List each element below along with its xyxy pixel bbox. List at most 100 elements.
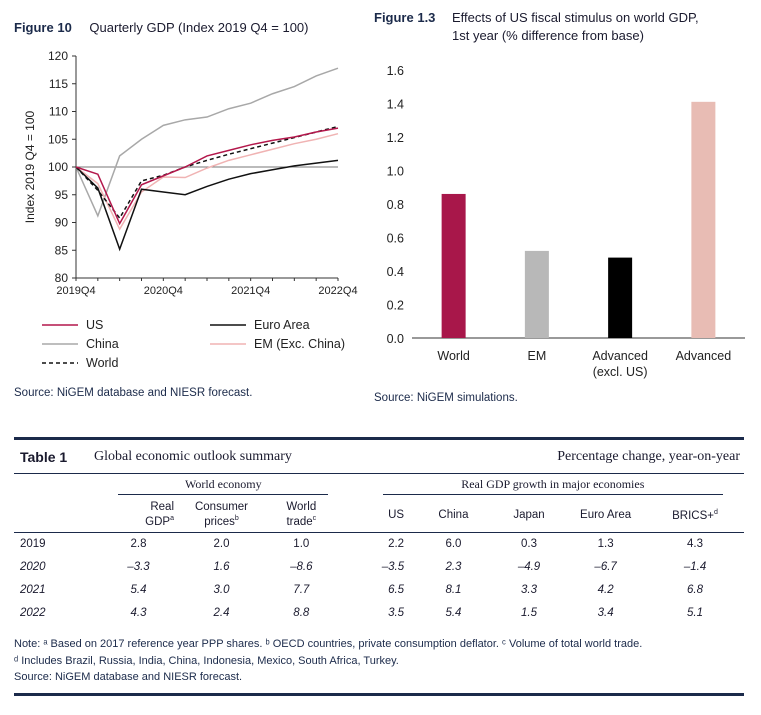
table-cell: 3.4 — [597, 607, 614, 619]
table-cell: 4.2 — [597, 584, 614, 596]
table-cell: 1.5 — [521, 607, 537, 619]
col-real-gdp: Real GDPa — [145, 501, 174, 529]
table-cell: 6.8 — [687, 584, 704, 596]
y-tick-label: 120 — [48, 49, 68, 63]
y-tick-label: 1.2 — [387, 131, 404, 145]
figure10-label: Figure 10 — [14, 20, 72, 35]
y-tick-label: 1.6 — [387, 64, 404, 78]
x-category-label: World — [437, 349, 469, 363]
table1-subtitle: Percentage change, year-on-year — [557, 449, 740, 464]
table-cell: 5.4 — [445, 607, 462, 619]
figure10-chart: 80 85 90 95 100 105 110 115 120 2019Q4 2020Q4 2021Q… — [23, 49, 358, 370]
table-cell: 7.7 — [293, 584, 310, 596]
table-row: 2020 –3.3 1.6 –8.6 –3.5 2.3 –4.9 –6.7 –1.4 — [14, 556, 744, 579]
table-cell: 1.3 — [597, 538, 614, 550]
series-line-china — [75, 67, 339, 218]
figure13-title-line2: 1st year (% difference from base) — [452, 28, 644, 43]
table1-title: Global economic outlook summary — [94, 449, 292, 464]
figure13-title-line1: Effects of US fiscal stimulus on world G… — [452, 10, 699, 25]
table-row: 2019 2.8 2.0 1.0 2.2 6.0 0.3 1.3 4.3 — [14, 532, 744, 556]
group-world-economy: World economy — [118, 477, 329, 495]
table-cell: 4.3 — [687, 538, 704, 550]
y-tick-label: 80 — [55, 271, 69, 285]
figure10-title: Figure 10 Quarterly GDP (Index 2019 Q4 =… — [14, 20, 309, 35]
table-cell: 6.5 — [388, 584, 405, 596]
table-cell: –4.9 — [517, 561, 541, 573]
x-category-label: Advanced — [592, 349, 648, 363]
y-tick-label: 0.2 — [387, 299, 404, 313]
table1: Table 1 Global economic outlook summary … — [14, 437, 744, 625]
group-real-gdp: Real GDP growth in major economies — [382, 477, 723, 495]
note-line-1: Note: ᵃ Based on 2017 reference year PPP… — [14, 638, 643, 650]
note-line-2: ᵈ Includes Brazil, Russia, India, China,… — [14, 654, 399, 667]
table-cell: 0.3 — [521, 538, 537, 550]
y-tick-label: 105 — [48, 132, 68, 146]
table-row-year: 2019 — [20, 538, 46, 550]
table-cell: 6.0 — [445, 538, 462, 550]
y-tick-label: 110 — [49, 105, 68, 119]
table-cell: 3.0 — [213, 584, 230, 596]
legend-label: Euro Area — [254, 318, 310, 332]
table-cell: 8.8 — [293, 607, 310, 619]
table-cell: 2.4 — [213, 607, 230, 619]
col-consumer-prices: Consumer pricesb — [194, 501, 249, 529]
x-tick-label: 2021Q4 — [231, 285, 270, 297]
table-row-year: 2021 — [20, 584, 46, 596]
series-line-em-exc-china- — [75, 132, 339, 231]
x-category-label: Advanced — [676, 349, 732, 363]
y-tick-label: 85 — [55, 243, 69, 257]
table1-bottom-rule — [14, 693, 744, 696]
table1-grid: World economy Real GDP growth in major e… — [14, 474, 744, 625]
table-cell: 2.8 — [130, 538, 147, 550]
y-tick-label: 95 — [55, 188, 69, 202]
y-tick-label: 0.0 — [387, 332, 404, 346]
y-tick-label: 115 — [49, 77, 68, 91]
table-cell: 1.6 — [213, 561, 230, 573]
col-euro-area: Euro Area — [580, 508, 632, 521]
table-row: 2021 5.4 3.0 7.7 6.5 8.1 3.3 4.2 6.8 — [14, 579, 744, 602]
x-tick-label: 2022Q4 — [318, 285, 357, 297]
figure13-label: Figure 1.3 — [374, 10, 436, 25]
col-china: China — [438, 508, 469, 521]
y-tick-label: 0.4 — [387, 265, 404, 279]
series-line-us — [75, 127, 339, 226]
x-tick-label: 2019Q4 — [56, 285, 95, 297]
legend-label: US — [86, 318, 103, 332]
legend-label: World — [86, 356, 118, 370]
y-axis-title: Index 2019 Q4 = 100 — [23, 110, 37, 223]
table-cell: 8.1 — [445, 584, 462, 596]
col-world-trade: World tradec — [286, 501, 317, 529]
col-us: US — [388, 508, 405, 521]
y-tick-label: 100 — [48, 160, 68, 174]
table-cell: 4.3 — [130, 607, 147, 619]
y-tick-label: 1.4 — [387, 98, 404, 112]
y-tick-label: 1.0 — [387, 165, 404, 179]
legend-label: EM (Exc. China) — [254, 337, 345, 351]
series-line-world — [75, 125, 339, 220]
figure13-chart: 0.0 0.2 0.4 0.6 0.8 1.0 1.2 1.4 1.6 World EM Advanc… — [387, 64, 745, 379]
col-brics: BRICS+d — [672, 509, 718, 523]
table-cell: 3.3 — [521, 584, 537, 596]
figure13-source: Source: NiGEM simulations. — [374, 392, 518, 404]
table1-header: Table 1 Global economic outlook summary … — [14, 440, 744, 474]
bar-0 — [441, 193, 466, 338]
table1-notes: Note: ᵃ Based on 2017 reference year PPP… — [14, 636, 744, 686]
table-cell: 5.1 — [687, 607, 704, 619]
y-tick-label: 90 — [55, 216, 69, 230]
table-row: 2022 4.3 2.4 8.8 3.5 5.4 1.5 3.4 5.1 — [14, 602, 744, 625]
series-line-euro-area — [75, 159, 339, 252]
table-cell: 2.3 — [445, 561, 462, 573]
table1-label: Table 1 — [20, 449, 68, 465]
bar-3 — [691, 101, 716, 338]
legend-label: China — [86, 337, 119, 351]
figure10-title-text: Quarterly GDP (Index 2019 Q4 = 100) — [89, 20, 309, 35]
table-row-year: 2020 — [20, 561, 46, 573]
table-row-year: 2022 — [20, 607, 46, 619]
col-japan: Japan — [513, 508, 545, 521]
table-cell: 5.4 — [130, 584, 147, 596]
table-cell: 2.0 — [213, 538, 230, 550]
table-cell: –3.5 — [381, 561, 405, 573]
note-line-3: Source: NiGEM database and NIESR forecas… — [14, 671, 243, 683]
table-cell: –1.4 — [683, 561, 707, 573]
y-tick-label: 0.8 — [387, 198, 404, 212]
